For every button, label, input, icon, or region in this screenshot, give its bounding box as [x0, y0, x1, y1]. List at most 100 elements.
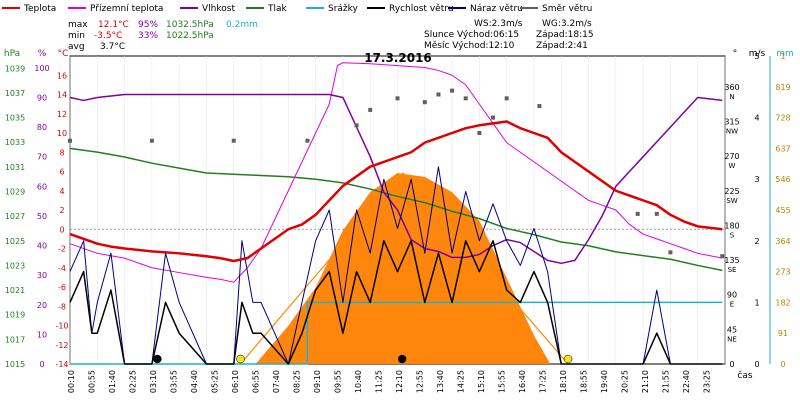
wind-direction-point	[720, 254, 725, 259]
rain-tick-label: 182	[775, 298, 790, 307]
direction-tick-label: 315	[724, 117, 739, 126]
legend: Teplota Přízemní teplota Vlhkost Tlak Srážky…	[2, 4, 592, 14]
wind-direction-point	[504, 96, 509, 101]
x-tick-label: 03:55	[170, 370, 179, 393]
temperature-tick-label: -10	[55, 322, 68, 331]
pressure-tick-label: 1039	[5, 64, 25, 73]
temperature-tick-label: 0	[59, 225, 64, 234]
direction-tick-label: 0	[729, 360, 734, 369]
direction-tick-label: 45	[727, 325, 737, 334]
x-tick-label: 21:10	[641, 370, 650, 393]
pressure-tick-label: 1025	[5, 237, 25, 246]
temperature-tick-label: -12	[55, 341, 68, 350]
moon_set-marker	[153, 354, 162, 364]
x-tick-label: 13:40	[436, 370, 445, 393]
rain-tick-label: 91	[778, 329, 788, 338]
humidity-tick-label: 50	[37, 212, 47, 221]
humidity-tick-label: 90	[37, 93, 47, 102]
temperature-tick-label: 6	[59, 168, 64, 177]
pressure-tick-label: 1031	[5, 163, 25, 172]
direction-tick-label: 180	[724, 221, 739, 230]
x-tick-label: 00:10	[67, 370, 76, 393]
x-tick-label: 06:10	[231, 370, 240, 393]
humidity-tick-label: 100	[34, 64, 49, 73]
wind-tick-label: 4	[754, 114, 759, 123]
humidity-tick-label: 80	[37, 123, 47, 132]
x-tick-label: 19:40	[600, 370, 609, 393]
pressure-tick-label: 1037	[5, 89, 25, 98]
x-tick-label: 22:40	[682, 370, 691, 393]
x-tick-label: 01:40	[108, 370, 117, 393]
wind-direction-point	[368, 107, 373, 112]
rain-tick-label: 455	[775, 206, 790, 215]
humidity-tick-label: 60	[37, 182, 47, 191]
pressure-tick-label: 1015	[5, 360, 25, 369]
humidity-axis-label: %	[38, 49, 47, 59]
wind-tick-label: 5	[754, 52, 759, 61]
wind-direction-point	[537, 104, 542, 109]
legend-label: Náraz větru	[470, 4, 523, 14]
direction-tick-label: 270	[724, 152, 739, 161]
rain-tick-label: 0	[780, 360, 785, 369]
stats-min-press: 1022.5hPa	[166, 31, 214, 41]
x-tick-label: 17:25	[539, 370, 548, 393]
x-tick-label: 05:25	[211, 370, 220, 393]
x-tick-label: 12:55	[416, 370, 425, 393]
x-tick-label: 16:40	[518, 370, 527, 393]
wind-direction-point	[436, 92, 441, 97]
wind-direction-point	[654, 211, 659, 216]
legend-label: Rychlost větru	[389, 4, 454, 14]
direction-name-label: S	[730, 231, 735, 239]
rain-line	[70, 301, 723, 365]
rain-tick-label: 546	[775, 175, 790, 184]
direction-name-label: W	[729, 162, 736, 170]
stats-ws: WS:2.3m/s	[474, 19, 523, 29]
direction-tick-label: 225	[724, 187, 739, 196]
ground-temp-line	[69, 62, 723, 283]
pressure-tick-label: 1027	[5, 212, 25, 221]
pressure-axis-label: hPa	[4, 49, 20, 59]
x-tick-label: 02:25	[129, 370, 138, 393]
x-tick-label: 10:40	[354, 370, 363, 393]
sunshine-area	[255, 173, 551, 364]
temperature-tick-label: -14	[55, 360, 68, 369]
legend-label: Vlhkost	[202, 4, 235, 14]
pressure-tick-label: 1019	[5, 311, 25, 320]
pressure-tick-label: 1021	[5, 286, 25, 295]
stats-sunset: Západ:18:15	[536, 30, 594, 40]
pressure-line	[69, 147, 723, 272]
temperature-tick-label: -6	[58, 283, 66, 292]
x-tick-label: 12:10	[395, 370, 404, 393]
wind-direction-point	[635, 211, 640, 216]
moon_rise-marker	[397, 354, 407, 364]
x-tick-label: 18:55	[580, 370, 589, 393]
sunrise-marker	[236, 354, 245, 364]
direction-axis-label: °	[733, 49, 738, 59]
direction-tick-label: 90	[727, 291, 737, 300]
humidity-tick-label: 70	[37, 153, 47, 162]
sunset-marker	[563, 354, 573, 364]
stats-sun: Slunce Východ:06:15	[424, 30, 519, 40]
wind-tick-label: 3	[754, 175, 759, 184]
wind-tick-label: 0	[754, 360, 759, 369]
humidity-line	[69, 93, 723, 265]
x-tick-label: 15:10	[477, 370, 486, 393]
wind-direction-point	[68, 138, 72, 143]
temperature-axis-label: °C	[58, 49, 69, 59]
stats-moonset: Západ:2:41	[536, 41, 588, 51]
humidity-tick-label: 0	[39, 360, 44, 369]
direction-name-label: SE	[728, 266, 737, 274]
x-tick-label: 03:10	[149, 370, 158, 393]
legend-label: Srážky	[328, 4, 359, 14]
direction-name-label: NW	[726, 127, 738, 135]
humidity-tick-label: 20	[37, 301, 47, 310]
stats-min-temp: -3.5°C	[94, 31, 122, 41]
temperature-tick-label: 16	[57, 71, 67, 80]
x-tick-label: 20:25	[621, 370, 630, 393]
rain-axis-label: mm	[776, 49, 794, 59]
x-tick-label: 09:10	[313, 370, 322, 393]
stats-max-label: max	[68, 20, 88, 30]
x-tick-label: 23:25	[703, 370, 712, 393]
